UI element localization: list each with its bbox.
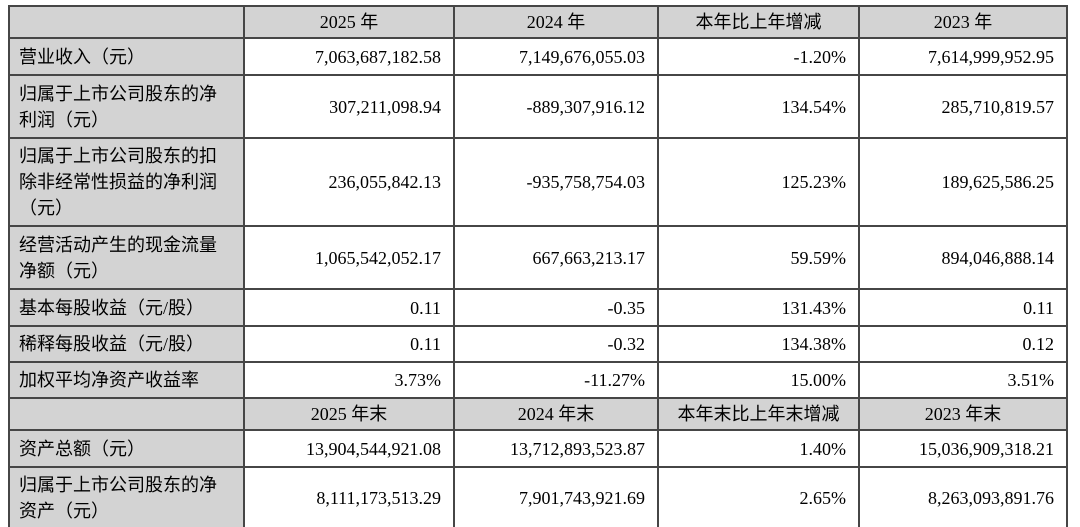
cell-value: 1.40%	[657, 429, 860, 468]
annual-header-row: 2025 年 2024 年 本年比上年增减 2023 年	[8, 5, 1068, 39]
corner-cell	[8, 5, 245, 39]
cell-value: 2.65%	[657, 466, 860, 527]
column-header-2023-end: 2023 年末	[858, 397, 1068, 431]
cell-value: 134.38%	[657, 325, 860, 363]
row-label: 稀释每股收益（元/股）	[8, 325, 245, 363]
annual-section: 2025 年 2024 年 本年比上年增减 2023 年 营业收入（元） 7,0…	[8, 5, 1068, 399]
table-row-basic-eps: 基本每股收益（元/股） 0.11 -0.35 131.43% 0.11	[8, 288, 1068, 327]
table-row-weighted-avg-roe: 加权平均净资产收益率 3.73% -11.27% 15.00% 3.51%	[8, 361, 1068, 399]
row-label: 营业收入（元）	[8, 37, 245, 76]
corner-cell	[8, 397, 245, 431]
row-label: 经营活动产生的现金流量净额（元）	[8, 225, 245, 290]
cell-value: 8,263,093,891.76	[858, 466, 1068, 527]
cell-value: 13,904,544,921.08	[243, 429, 455, 468]
period-end-section: 2025 年末 2024 年末 本年末比上年末增减 2023 年末 资产总额（元…	[8, 397, 1068, 527]
cell-value: 134.54%	[657, 74, 860, 139]
table-row-net-assets: 归属于上市公司股东的净资产（元） 8,111,173,513.29 7,901,…	[8, 466, 1068, 527]
cell-value: -11.27%	[453, 361, 659, 399]
period-end-header-row: 2025 年末 2024 年末 本年末比上年末增减 2023 年末	[8, 397, 1068, 431]
cell-value: -0.35	[453, 288, 659, 327]
column-header-2023: 2023 年	[858, 5, 1068, 39]
cell-value: 15,036,909,318.21	[858, 429, 1068, 468]
cell-value: 7,063,687,182.58	[243, 37, 455, 76]
cell-value: -889,307,916.12	[453, 74, 659, 139]
cell-value: 285,710,819.57	[858, 74, 1068, 139]
table-row-net-profit: 归属于上市公司股东的净利润（元） 307,211,098.94 -889,307…	[8, 74, 1068, 139]
cell-value: -0.32	[453, 325, 659, 363]
cell-value: 7,149,676,055.03	[453, 37, 659, 76]
cell-value: -935,758,754.03	[453, 137, 659, 227]
cell-value: 3.51%	[858, 361, 1068, 399]
cell-value: 236,055,842.13	[243, 137, 455, 227]
row-label: 归属于上市公司股东的扣除非经常性损益的净利润（元）	[8, 137, 245, 227]
column-header-2024: 2024 年	[453, 5, 659, 39]
cell-value: 0.11	[858, 288, 1068, 327]
cell-value: 1,065,542,052.17	[243, 225, 455, 290]
table-row-operating-cash-flow: 经营活动产生的现金流量净额（元） 1,065,542,052.17 667,66…	[8, 225, 1068, 290]
column-header-2025-end: 2025 年末	[243, 397, 455, 431]
cell-value: 189,625,586.25	[858, 137, 1068, 227]
cell-value: 894,046,888.14	[858, 225, 1068, 290]
table-row-revenue: 营业收入（元） 7,063,687,182.58 7,149,676,055.0…	[8, 37, 1068, 76]
row-label: 归属于上市公司股东的净利润（元）	[8, 74, 245, 139]
cell-value: 667,663,213.17	[453, 225, 659, 290]
cell-value: 0.12	[858, 325, 1068, 363]
cell-value: 3.73%	[243, 361, 455, 399]
cell-value: -1.20%	[657, 37, 860, 76]
cell-value: 59.59%	[657, 225, 860, 290]
cell-value: 7,901,743,921.69	[453, 466, 659, 527]
row-label: 基本每股收益（元/股）	[8, 288, 245, 327]
cell-value: 0.11	[243, 288, 455, 327]
column-header-2024-end: 2024 年末	[453, 397, 659, 431]
cell-value: 15.00%	[657, 361, 860, 399]
cell-value: 7,614,999,952.95	[858, 37, 1068, 76]
table-row-total-assets: 资产总额（元） 13,904,544,921.08 13,712,893,523…	[8, 429, 1068, 468]
row-label: 归属于上市公司股东的净资产（元）	[8, 466, 245, 527]
cell-value: 131.43%	[657, 288, 860, 327]
cell-value: 307,211,098.94	[243, 74, 455, 139]
cell-value: 8,111,173,513.29	[243, 466, 455, 527]
cell-value: 125.23%	[657, 137, 860, 227]
table-row-diluted-eps: 稀释每股收益（元/股） 0.11 -0.32 134.38% 0.12	[8, 325, 1068, 363]
cell-value: 13,712,893,523.87	[453, 429, 659, 468]
column-header-yoy-change: 本年比上年增减	[657, 5, 860, 39]
table-row-net-profit-excl-nonrecurring: 归属于上市公司股东的扣除非经常性损益的净利润（元） 236,055,842.13…	[8, 137, 1068, 227]
column-header-2025: 2025 年	[243, 5, 455, 39]
cell-value: 0.11	[243, 325, 455, 363]
key-financials-table: 2025 年 2024 年 本年比上年增减 2023 年 营业收入（元） 7,0…	[8, 5, 1068, 527]
column-header-end-change: 本年末比上年末增减	[657, 397, 860, 431]
row-label: 资产总额（元）	[8, 429, 245, 468]
row-label: 加权平均净资产收益率	[8, 361, 245, 399]
